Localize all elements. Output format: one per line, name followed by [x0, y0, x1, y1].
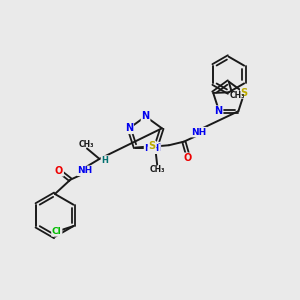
Text: S: S [148, 141, 156, 152]
Text: CH₃: CH₃ [230, 91, 245, 100]
Text: NH: NH [78, 166, 93, 175]
Text: N: N [142, 111, 150, 122]
Text: N: N [214, 106, 223, 116]
Text: Cl: Cl [52, 227, 62, 236]
Text: CH₃: CH₃ [150, 165, 166, 174]
Text: NH: NH [191, 128, 206, 136]
Text: O: O [183, 153, 191, 163]
Text: O: O [55, 166, 63, 176]
Text: N: N [125, 123, 133, 133]
Text: S: S [241, 88, 248, 98]
Text: H: H [101, 156, 108, 165]
Text: NH: NH [145, 144, 160, 153]
Text: N: N [152, 142, 160, 153]
Text: CH₃: CH₃ [79, 140, 94, 149]
